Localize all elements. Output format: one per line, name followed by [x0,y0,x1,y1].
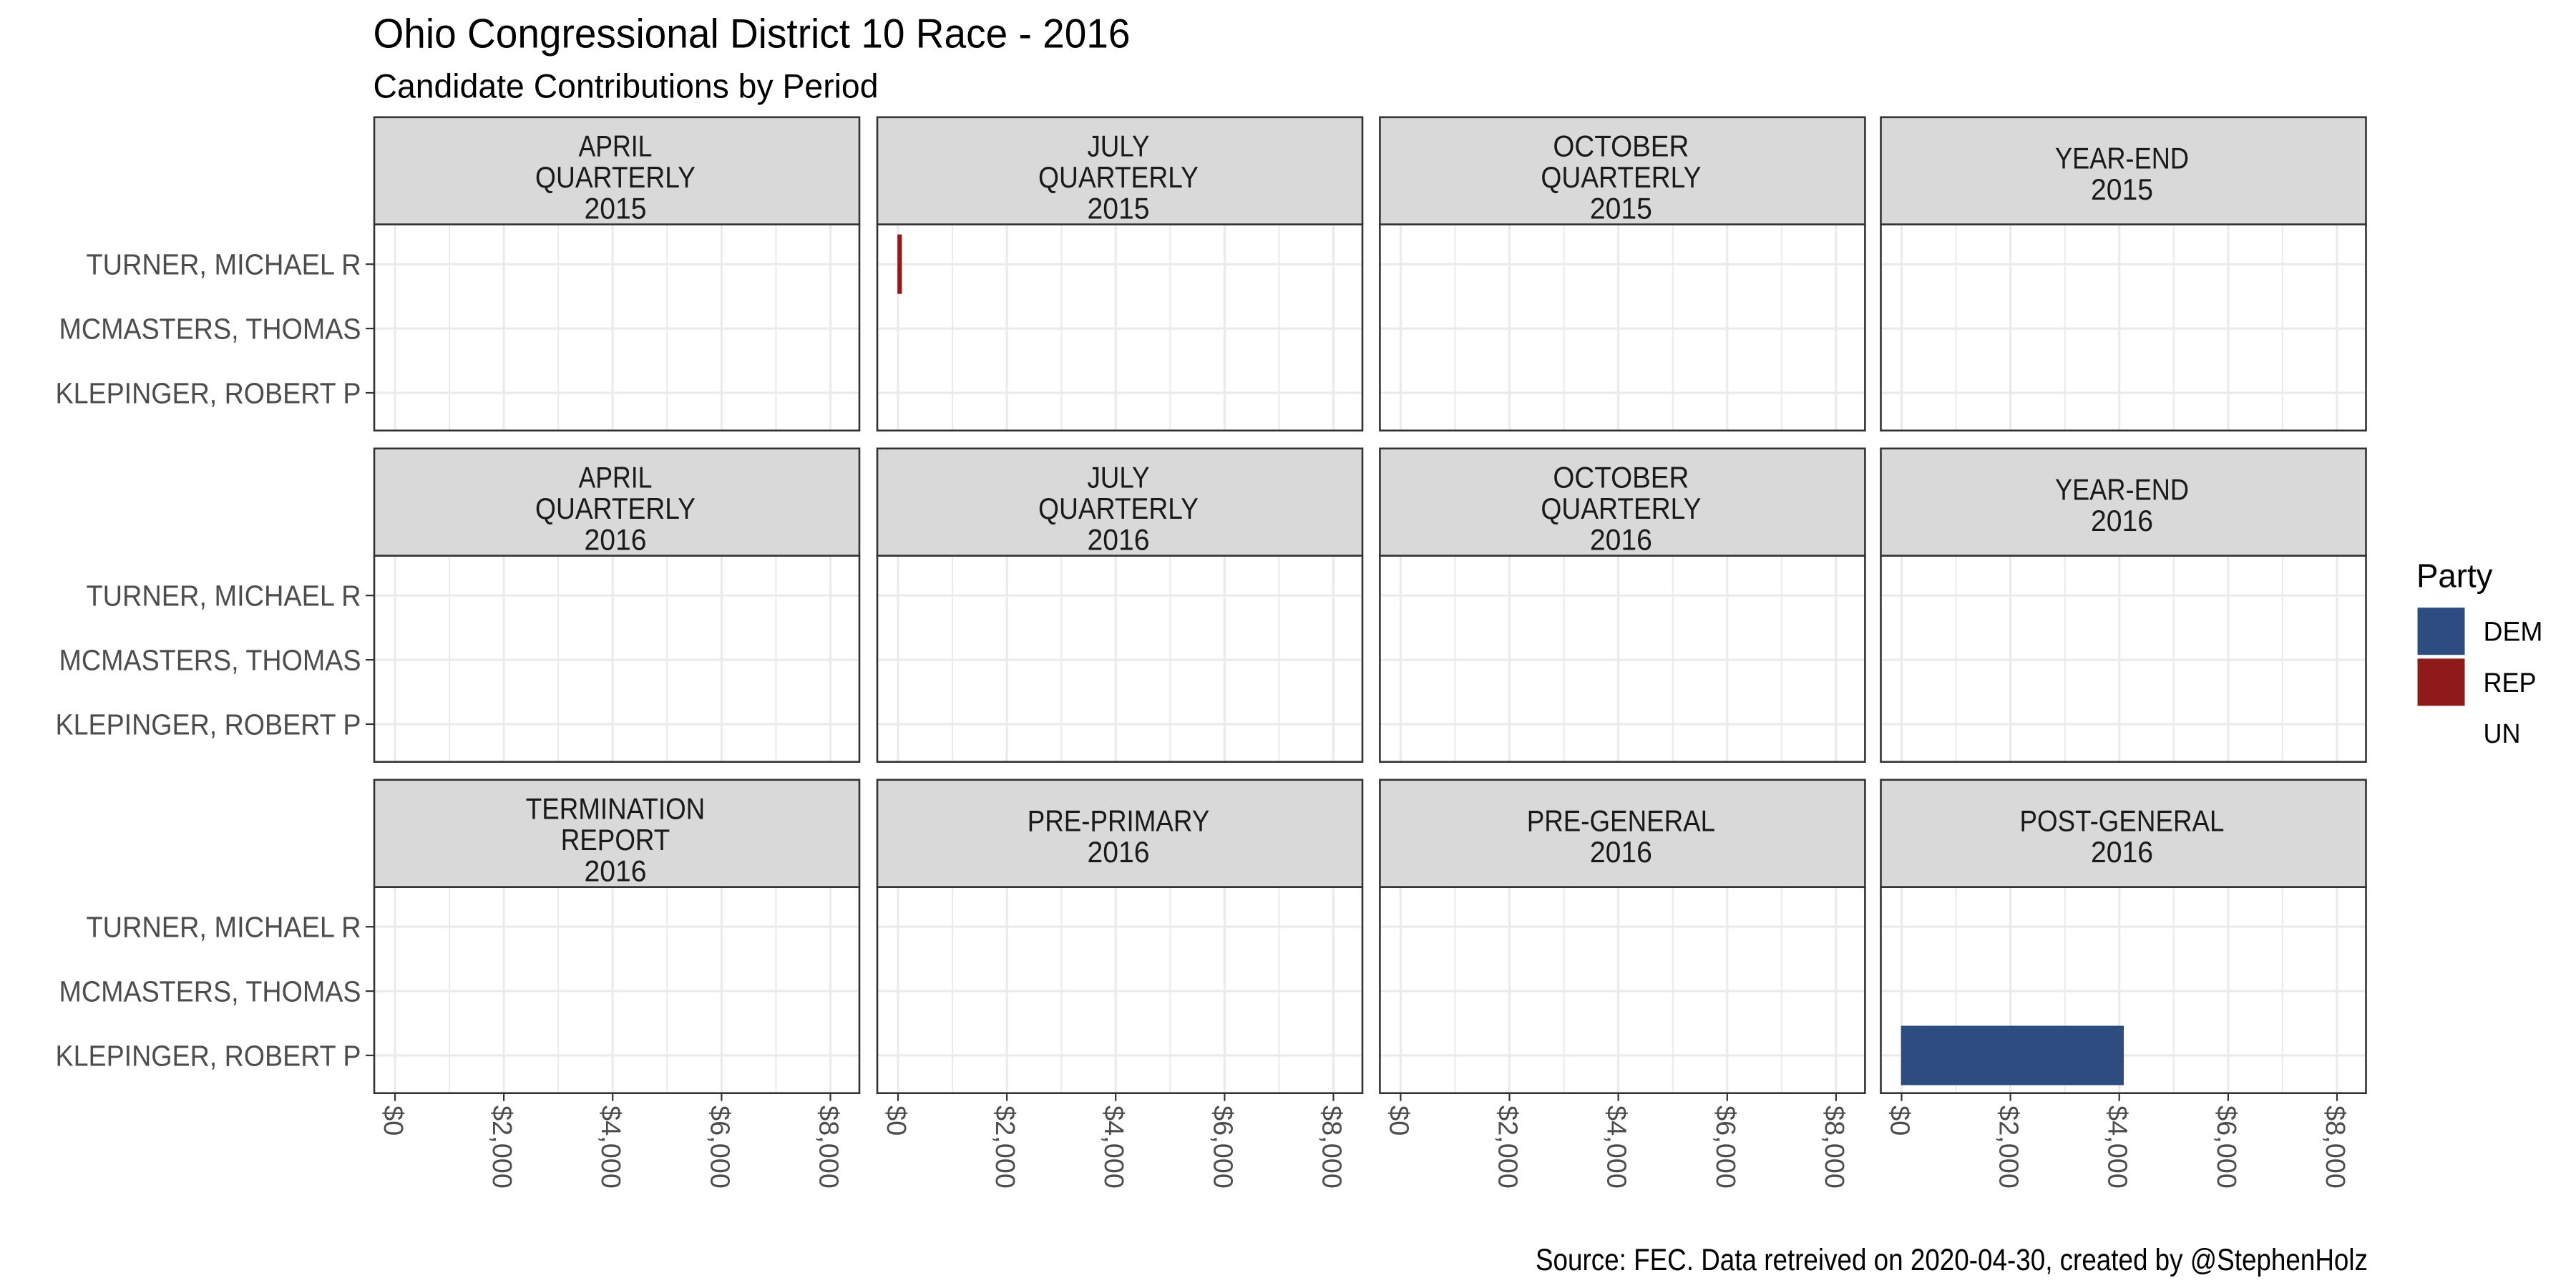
svg-text:2016: 2016 [585,854,647,888]
svg-text:2015: 2015 [1590,192,1652,225]
svg-text:$6,000: $6,000 [1207,1106,1237,1189]
svg-text:$8,000: $8,000 [814,1106,844,1189]
svg-text:$6,000: $6,000 [704,1106,734,1189]
svg-text:$0: $0 [1383,1106,1413,1136]
svg-text:$2,000: $2,000 [487,1106,517,1189]
svg-text:$2,000: $2,000 [1994,1106,2024,1189]
svg-text:TURNER, MICHAEL R: TURNER, MICHAEL R [87,911,361,944]
svg-text:YEAR-END: YEAR-END [2055,473,2189,507]
svg-text:JULY: JULY [1087,129,1149,162]
svg-text:$2,000: $2,000 [990,1106,1020,1189]
svg-text:OCTOBER: OCTOBER [1553,129,1689,162]
svg-text:$4,000: $4,000 [2102,1106,2132,1189]
svg-text:2015: 2015 [1088,192,1150,225]
svg-text:PRE-GENERAL: PRE-GENERAL [1527,804,1715,838]
svg-text:$8,000: $8,000 [1819,1106,1849,1189]
svg-text:$4,000: $4,000 [1601,1106,1631,1189]
svg-text:KLEPINGER, ROBERT P: KLEPINGER, ROBERT P [56,376,361,409]
svg-text:QUARTERLY: QUARTERLY [1038,160,1199,194]
svg-text:JULY: JULY [1087,460,1149,494]
svg-text:$4,000: $4,000 [595,1106,625,1189]
svg-text:QUARTERLY: QUARTERLY [535,160,696,194]
svg-text:2015: 2015 [2091,172,2153,206]
svg-text:2016: 2016 [585,523,647,557]
svg-text:REPORT: REPORT [561,823,670,857]
svg-text:PRE-PRIMARY: PRE-PRIMARY [1028,804,1210,838]
svg-text:2016: 2016 [2091,835,2153,869]
svg-text:QUARTERLY: QUARTERLY [1038,492,1199,525]
svg-text:$0: $0 [881,1106,911,1136]
svg-text:$8,000: $8,000 [2320,1106,2350,1189]
svg-text:$0: $0 [1885,1106,1915,1136]
svg-text:Candidate Contributions by Per: Candidate Contributions by Period [374,68,879,106]
svg-text:DEM: DEM [2484,618,2543,648]
svg-text:TURNER, MICHAEL R: TURNER, MICHAEL R [87,580,361,613]
svg-text:MCMASTERS, THOMAS: MCMASTERS, THOMAS [59,975,361,1008]
svg-text:TERMINATION: TERMINATION [526,791,705,825]
svg-text:OCTOBER: OCTOBER [1553,460,1689,494]
svg-text:$6,000: $6,000 [1710,1106,1740,1189]
svg-text:REP: REP [2484,668,2537,698]
svg-text:2015: 2015 [585,192,647,225]
svg-text:2016: 2016 [2091,504,2153,537]
svg-text:2016: 2016 [1088,523,1150,557]
svg-text:YEAR-END: YEAR-END [2055,142,2189,175]
svg-text:APRIL: APRIL [579,460,653,494]
svg-text:MCMASTERS, THOMAS: MCMASTERS, THOMAS [59,643,361,676]
svg-text:QUARTERLY: QUARTERLY [1541,160,1701,194]
svg-text:POST-GENERAL: POST-GENERAL [2020,804,2225,838]
svg-text:$0: $0 [378,1106,408,1136]
svg-text:QUARTERLY: QUARTERLY [1541,492,1701,525]
svg-text:$6,000: $6,000 [2211,1106,2241,1189]
svg-text:QUARTERLY: QUARTERLY [535,492,696,525]
svg-text:TURNER, MICHAEL R: TURNER, MICHAEL R [87,248,361,281]
svg-text:2016: 2016 [1590,835,1652,869]
svg-text:MCMASTERS, THOMAS: MCMASTERS, THOMAS [59,312,361,345]
svg-text:$2,000: $2,000 [1493,1106,1523,1189]
svg-text:$4,000: $4,000 [1098,1106,1128,1189]
svg-text:2016: 2016 [1590,523,1652,557]
svg-text:KLEPINGER, ROBERT P: KLEPINGER, ROBERT P [56,1039,361,1072]
svg-text:Source: FEC. Data retreived on: Source: FEC. Data retreived on 2020-04-3… [1536,1244,2368,1277]
svg-text:$8,000: $8,000 [1317,1106,1347,1189]
svg-text:2016: 2016 [1088,835,1150,869]
svg-text:Party: Party [2416,557,2493,595]
svg-text:KLEPINGER, ROBERT P: KLEPINGER, ROBERT P [56,708,361,741]
svg-text:APRIL: APRIL [579,129,653,162]
svg-text:UN: UN [2484,719,2521,749]
svg-text:Ohio Congressional District 10: Ohio Congressional District 10 Race - 20… [374,11,1131,57]
